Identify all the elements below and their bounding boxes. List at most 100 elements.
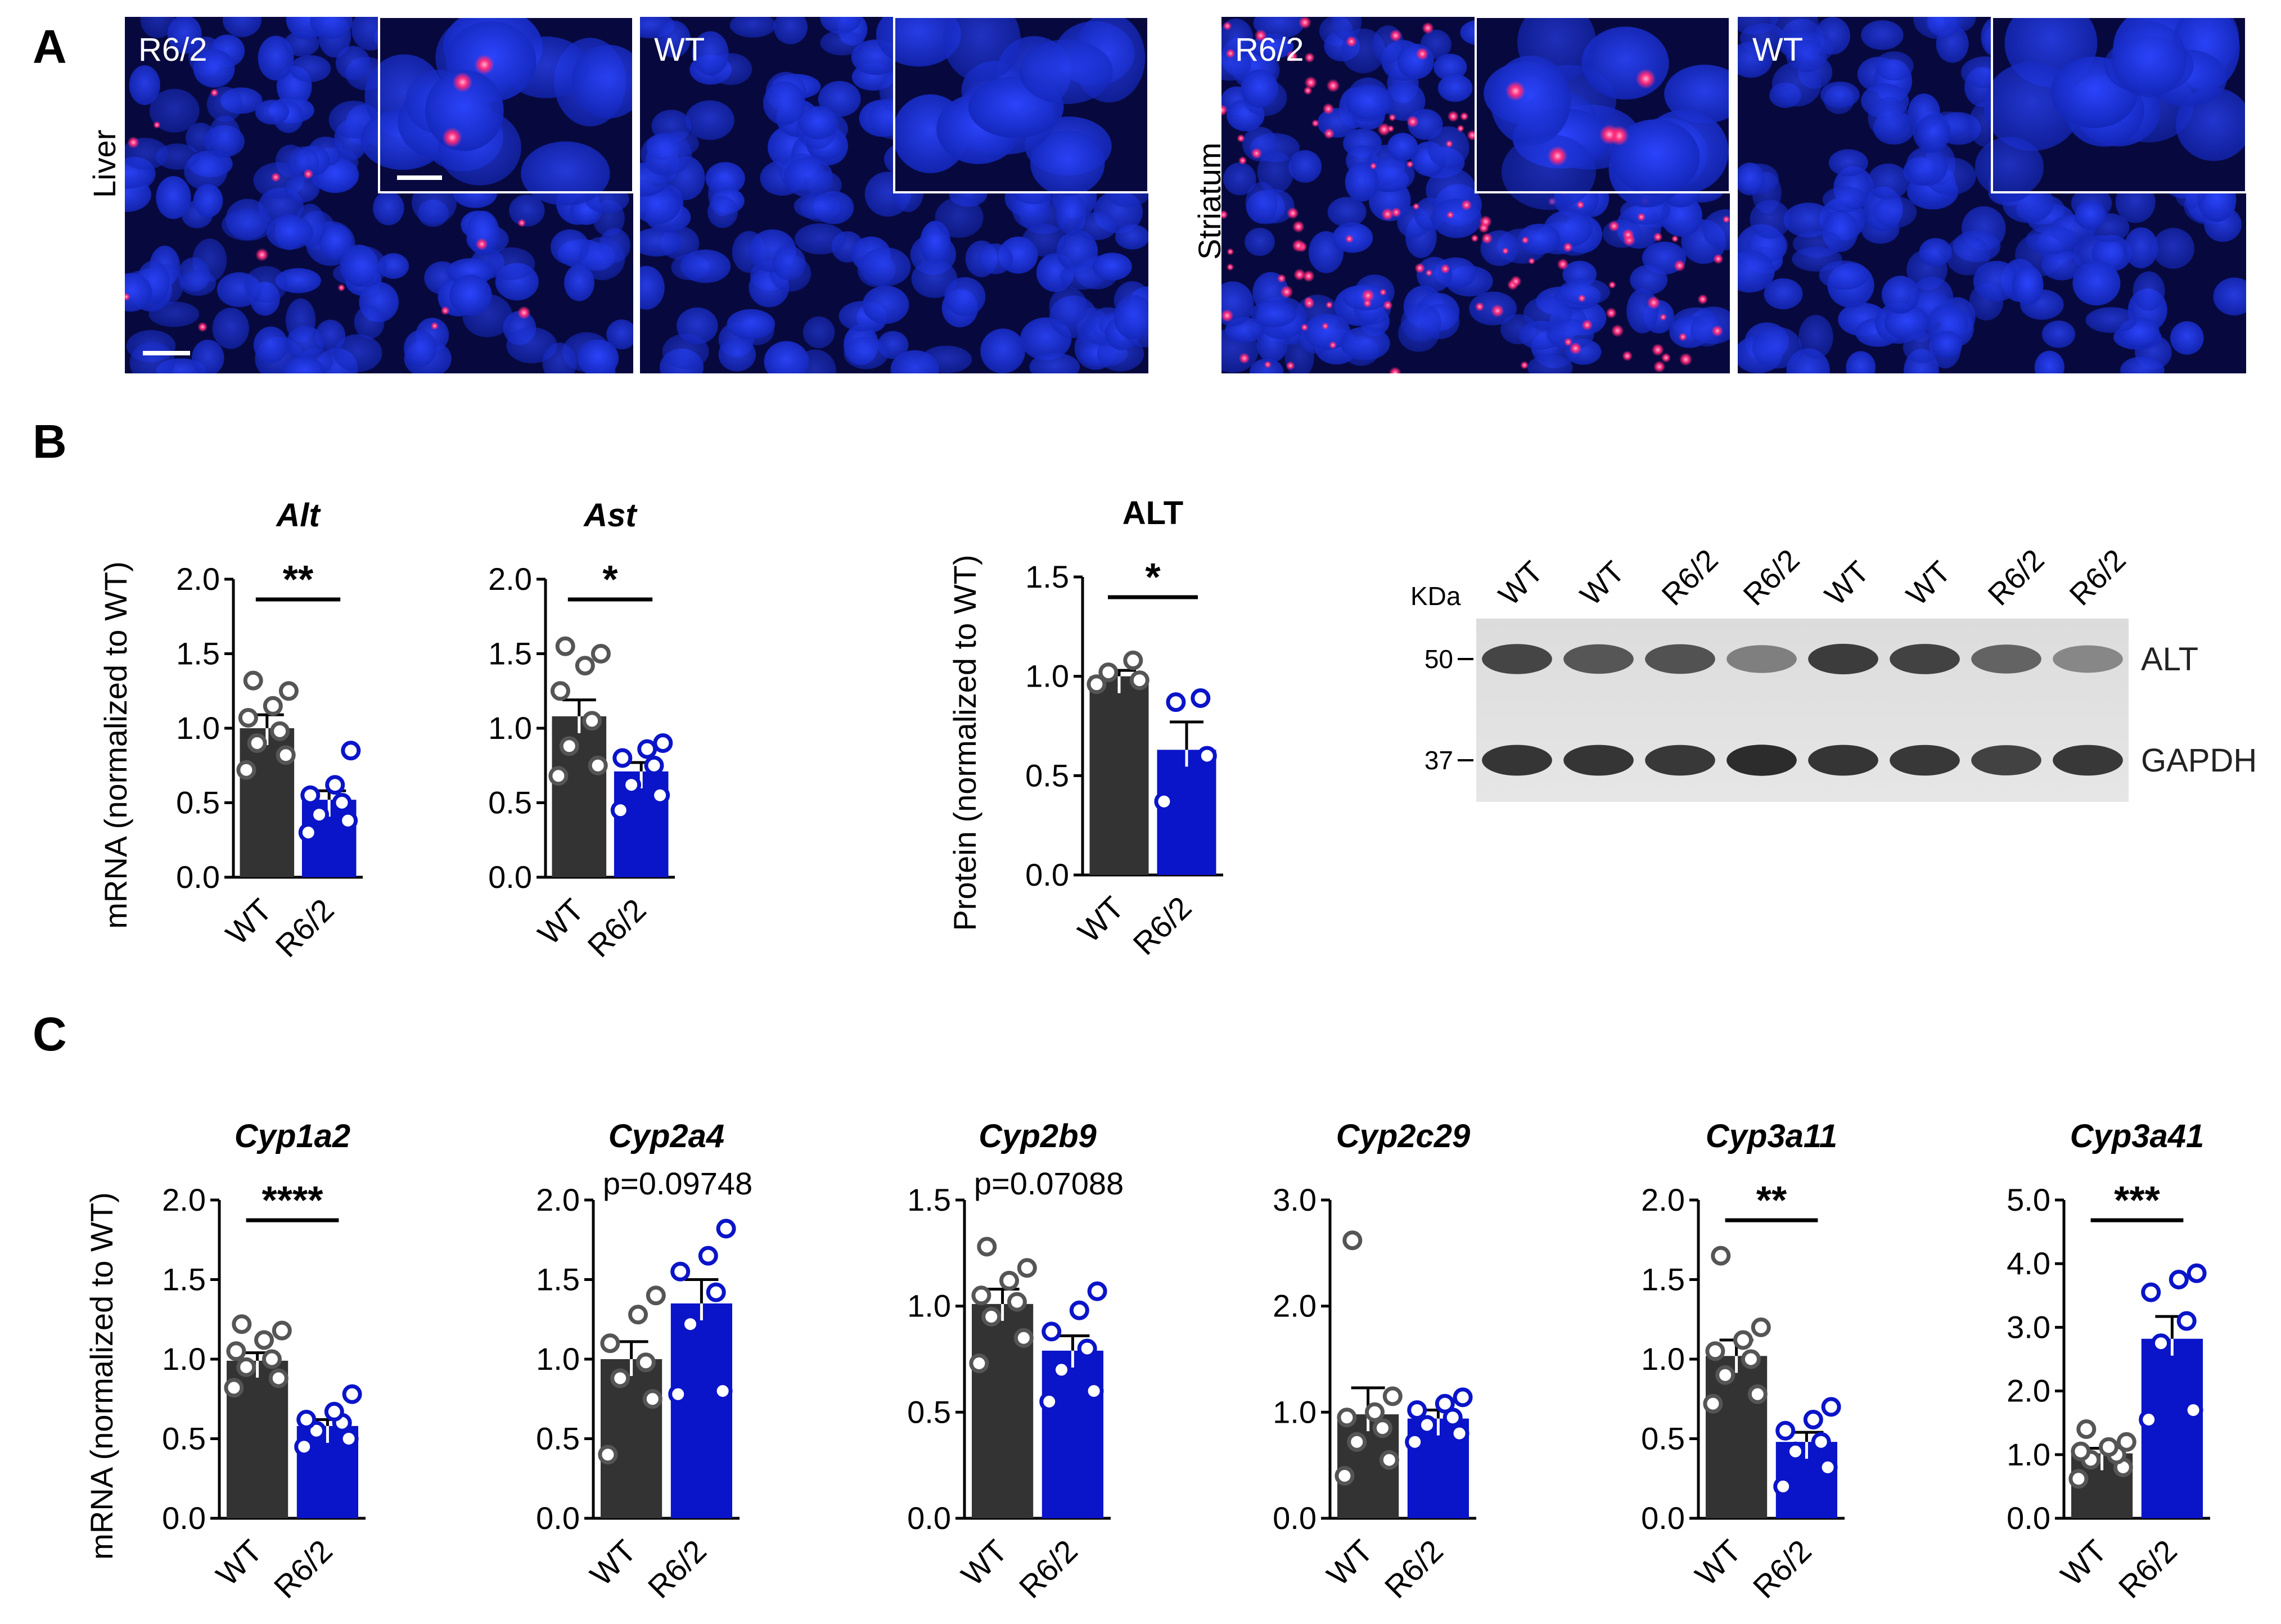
data-point — [550, 681, 570, 701]
puncta — [1520, 361, 1529, 369]
y-tick-label: 1.0 — [2007, 1437, 2050, 1472]
nucleus — [820, 30, 865, 56]
puncta — [1491, 304, 1504, 318]
inset-nucleus — [571, 44, 633, 119]
band-label: GAPDH — [2141, 742, 2257, 779]
inset-nucleus — [1611, 119, 1700, 196]
nucleus — [140, 17, 175, 38]
nucleus — [255, 100, 289, 125]
y-tick-label: 0.5 — [176, 785, 220, 820]
inset-puncta — [1599, 124, 1620, 145]
bar-wt — [552, 716, 607, 877]
puncta — [1622, 350, 1633, 362]
nucleus — [1690, 313, 1724, 347]
puncta — [1606, 307, 1617, 319]
data-point — [598, 1445, 618, 1465]
nucleus — [1872, 196, 1917, 228]
y-tick-label: 0.5 — [536, 1421, 580, 1456]
nucleus — [1738, 163, 1765, 196]
data-point — [668, 1384, 688, 1404]
nucleus — [1764, 278, 1803, 310]
nucleus — [1076, 211, 1117, 241]
x-tick-label: WT — [954, 1533, 1014, 1593]
nucleus — [579, 237, 625, 281]
inset-nucleus — [1502, 134, 1596, 210]
y-tick-label: 2.0 — [1273, 1288, 1317, 1324]
puncta — [1661, 353, 1671, 363]
data-point — [1154, 791, 1174, 811]
nucleus — [209, 115, 241, 157]
y-tick-label: 1.0 — [907, 1288, 951, 1324]
nucleus — [1368, 156, 1415, 192]
puncta — [440, 306, 450, 315]
inset-frame — [893, 16, 1149, 193]
data-point — [1405, 1432, 1425, 1452]
puncta — [1381, 207, 1394, 221]
nucleus — [859, 247, 911, 287]
nucleus — [2041, 321, 2076, 348]
puncta — [1502, 247, 1509, 255]
nucleus — [1973, 260, 2020, 302]
data-point — [1347, 1432, 1367, 1452]
tissue-label-striatum: Striatum — [1192, 143, 1227, 260]
data-point — [977, 1237, 997, 1257]
data-point — [243, 670, 263, 691]
nucleus — [606, 319, 633, 350]
nucleus — [763, 81, 805, 125]
inset-nucleus — [2111, 21, 2187, 97]
puncta — [517, 306, 531, 319]
puncta — [1389, 29, 1402, 42]
puncta — [1569, 342, 1582, 355]
nucleus — [1527, 354, 1573, 373]
puncta — [1237, 134, 1245, 143]
nucleus — [935, 197, 984, 238]
puncta — [1447, 110, 1459, 123]
puncta — [1722, 215, 1730, 223]
inset-frame — [1475, 16, 1731, 193]
band — [1808, 643, 1878, 675]
puncta — [1361, 288, 1375, 303]
puncta — [1369, 162, 1377, 170]
tissue-label-liver: Liver — [87, 130, 122, 198]
puncta — [1287, 207, 1299, 219]
y-tick-label: 0.0 — [162, 1500, 206, 1536]
data-point — [650, 785, 670, 805]
nucleus — [705, 162, 745, 195]
data-point — [1042, 1321, 1062, 1342]
band — [1645, 745, 1715, 776]
nucleus — [2085, 307, 2137, 333]
nucleus — [2026, 225, 2078, 255]
puncta — [1471, 234, 1479, 242]
nucleus — [727, 309, 776, 340]
nucleus — [641, 133, 692, 176]
data-point — [300, 785, 321, 805]
nucleus — [1906, 146, 1948, 186]
chart-title: Cyp1a2 — [235, 1118, 350, 1154]
nucleus — [2034, 350, 2064, 373]
nucleus — [487, 247, 535, 280]
nucleus — [844, 336, 889, 369]
data-point — [642, 1389, 662, 1409]
nucleus — [1752, 327, 1802, 369]
nucleus — [773, 17, 808, 44]
puncta — [1460, 112, 1469, 121]
chart-title: Cyp3a41 — [2070, 1118, 2205, 1154]
nucleus — [1327, 197, 1367, 227]
nucleus — [890, 350, 939, 373]
data-point — [272, 1320, 292, 1341]
nucleus — [800, 193, 844, 222]
puncta — [1671, 235, 1679, 242]
nucleus — [1626, 288, 1659, 333]
y-tick-label: 0.5 — [162, 1421, 206, 1456]
y-tick-label: 2.0 — [176, 561, 220, 597]
y-tick-label: 0.0 — [907, 1500, 951, 1536]
nucleus — [1630, 264, 1668, 295]
puncta — [1446, 211, 1454, 219]
nucleus — [1387, 133, 1418, 161]
puncta — [1345, 234, 1354, 243]
puncta — [1225, 48, 1236, 58]
data-point — [635, 1352, 656, 1373]
x-tick-label: WT — [1320, 1533, 1380, 1593]
y-tick-label: 0.0 — [1641, 1500, 1685, 1536]
